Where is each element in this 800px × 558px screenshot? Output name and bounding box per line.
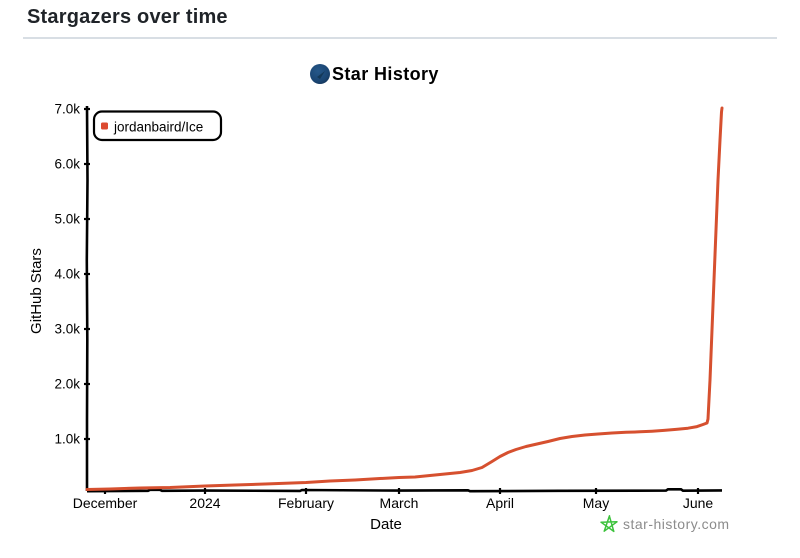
svg-text:GitHub Stars: GitHub Stars: [28, 248, 45, 334]
svg-text:June: June: [683, 495, 714, 511]
svg-text:March: March: [380, 495, 419, 511]
svg-text:7.0k: 7.0k: [54, 102, 80, 117]
svg-text:3.0k: 3.0k: [54, 322, 80, 337]
svg-text:Date: Date: [370, 516, 402, 533]
svg-text:5.0k: 5.0k: [54, 212, 80, 227]
svg-text:4.0k: 4.0k: [54, 267, 80, 282]
svg-text:1.0k: 1.0k: [54, 432, 80, 447]
svg-text:2024: 2024: [189, 495, 220, 511]
svg-text:December: December: [73, 495, 138, 511]
svg-text:star-history.com: star-history.com: [623, 516, 730, 532]
svg-text:jordanbaird/Ice: jordanbaird/Ice: [113, 120, 203, 135]
svg-text:February: February: [278, 495, 334, 511]
svg-text:May: May: [583, 495, 609, 511]
svg-text:Star History: Star History: [332, 64, 439, 84]
svg-text:April: April: [486, 495, 514, 511]
svg-text:6.0k: 6.0k: [54, 157, 80, 172]
svg-text:2.0k: 2.0k: [54, 377, 80, 392]
